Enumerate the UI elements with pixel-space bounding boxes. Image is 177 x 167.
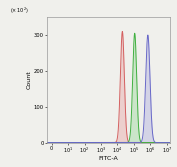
Y-axis label: Count: Count bbox=[27, 70, 32, 89]
Text: $(\times\,10^2)$: $(\times\,10^2)$ bbox=[10, 6, 28, 16]
X-axis label: FITC-A: FITC-A bbox=[98, 156, 118, 161]
